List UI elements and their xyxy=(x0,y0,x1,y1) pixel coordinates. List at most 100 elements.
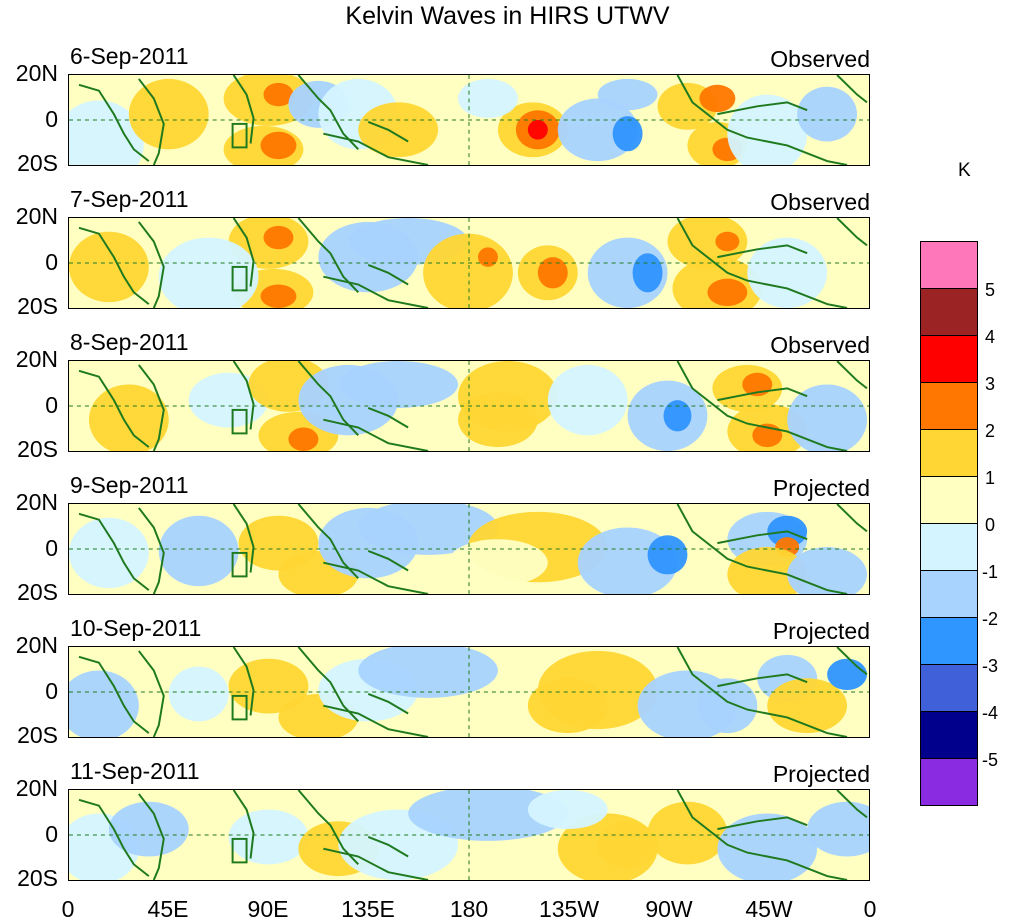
anomaly-contour xyxy=(727,94,808,165)
anomaly-contour xyxy=(647,535,688,575)
coastline xyxy=(78,512,150,591)
lat-label: 20N xyxy=(15,775,58,801)
coastline xyxy=(232,647,255,716)
anomaly-map xyxy=(68,646,870,738)
lat-label: 20N xyxy=(15,489,58,515)
anomaly-contour xyxy=(647,801,728,865)
lat-label: 20S xyxy=(17,722,58,748)
anomaly-contour xyxy=(527,678,608,734)
coastline xyxy=(836,75,868,104)
colorbar-tick-label: 1 xyxy=(984,468,996,488)
coastline xyxy=(78,655,150,734)
anomaly-contour xyxy=(69,100,144,165)
colorbar-swatch xyxy=(920,570,978,618)
colorbar-swatch xyxy=(920,711,978,759)
anomaly-contour xyxy=(263,82,294,107)
anomaly-contour xyxy=(69,670,139,737)
coastline xyxy=(323,275,429,308)
anomaly-contour xyxy=(747,237,828,308)
panel-status: Observed xyxy=(770,189,870,215)
colorbar-swatch xyxy=(920,758,978,806)
coastline xyxy=(323,132,429,165)
anomaly-contour xyxy=(408,790,568,841)
anomaly-contour xyxy=(807,801,869,857)
colorbar-swatch xyxy=(920,382,978,430)
colorbar xyxy=(920,241,978,806)
coastline xyxy=(676,504,848,594)
anomaly-contour xyxy=(423,233,513,308)
anomaly-contour xyxy=(597,78,658,111)
map-panel xyxy=(68,74,870,166)
anomaly-contour xyxy=(797,86,858,142)
anomaly-contour xyxy=(612,116,643,152)
anomaly-contour xyxy=(288,427,319,451)
lat-label: 0 xyxy=(45,821,58,847)
map-panel xyxy=(68,217,870,309)
lat-label: 0 xyxy=(45,678,58,704)
anomaly-contour xyxy=(699,84,736,113)
coastline xyxy=(717,101,808,116)
lat-label: 20S xyxy=(17,293,58,319)
coastline xyxy=(367,264,409,286)
coastline xyxy=(138,364,165,451)
anomaly-contour xyxy=(827,658,868,691)
anomaly-map xyxy=(68,789,870,881)
lat-label: 20S xyxy=(17,436,58,462)
coastline xyxy=(836,504,868,533)
panel-date: 10-Sep-2011 xyxy=(70,615,202,641)
anomaly-map xyxy=(68,217,870,309)
anomaly-contour xyxy=(260,284,297,308)
coastline xyxy=(836,361,868,390)
colorbar-swatch xyxy=(920,664,978,712)
coastline xyxy=(138,793,165,880)
anomaly-contour xyxy=(787,384,867,451)
coastline xyxy=(78,798,150,877)
coastline xyxy=(676,75,848,165)
anomaly-map xyxy=(68,74,870,166)
coastline xyxy=(367,121,409,143)
anomaly-contour xyxy=(458,392,538,448)
region-box xyxy=(231,551,248,578)
lat-label: 20N xyxy=(15,60,58,86)
lon-label: 45W xyxy=(745,896,793,922)
colorbar-swatch xyxy=(920,617,978,665)
lon-label: 90W xyxy=(645,896,693,922)
lon-label: 135W xyxy=(538,896,600,922)
map-panel xyxy=(68,789,870,881)
coastline xyxy=(323,561,429,594)
lon-label: 180 xyxy=(449,896,489,922)
colorbar-swatch xyxy=(920,241,978,289)
panel-date: 6-Sep-2011 xyxy=(70,43,189,69)
coastline xyxy=(78,226,150,305)
panel-status: Projected xyxy=(772,475,870,501)
anomaly-contour xyxy=(128,78,209,150)
lat-label: 20S xyxy=(17,579,58,605)
coastline xyxy=(138,507,165,594)
coastline xyxy=(717,387,808,402)
lat-label: 20N xyxy=(15,346,58,372)
panel-date: 11-Sep-2011 xyxy=(70,758,200,784)
anomaly-contour xyxy=(458,78,518,119)
anomaly-contour xyxy=(358,102,439,158)
colorbar-swatch xyxy=(920,335,978,383)
lat-label: 20N xyxy=(15,203,58,229)
coastline xyxy=(232,218,255,287)
lon-label: 135E xyxy=(341,896,395,922)
anomaly-contour xyxy=(537,257,568,289)
anomaly-map xyxy=(68,360,870,452)
anomaly-contour xyxy=(715,231,740,252)
anomaly-contour xyxy=(547,364,628,436)
colorbar-tick-label: 5 xyxy=(984,280,996,300)
colorbar-tick-label: 3 xyxy=(984,374,996,394)
coastline xyxy=(232,361,255,430)
colorbar-unit: K xyxy=(958,160,971,181)
coastline xyxy=(138,78,165,165)
panel-date: 9-Sep-2011 xyxy=(70,472,189,498)
lat-label: 20S xyxy=(17,865,58,891)
coastline xyxy=(717,530,808,545)
coastline xyxy=(836,790,868,819)
lat-label: 20S xyxy=(17,150,58,176)
coastline xyxy=(717,816,808,831)
coastline xyxy=(676,218,848,308)
coastline xyxy=(78,83,150,162)
